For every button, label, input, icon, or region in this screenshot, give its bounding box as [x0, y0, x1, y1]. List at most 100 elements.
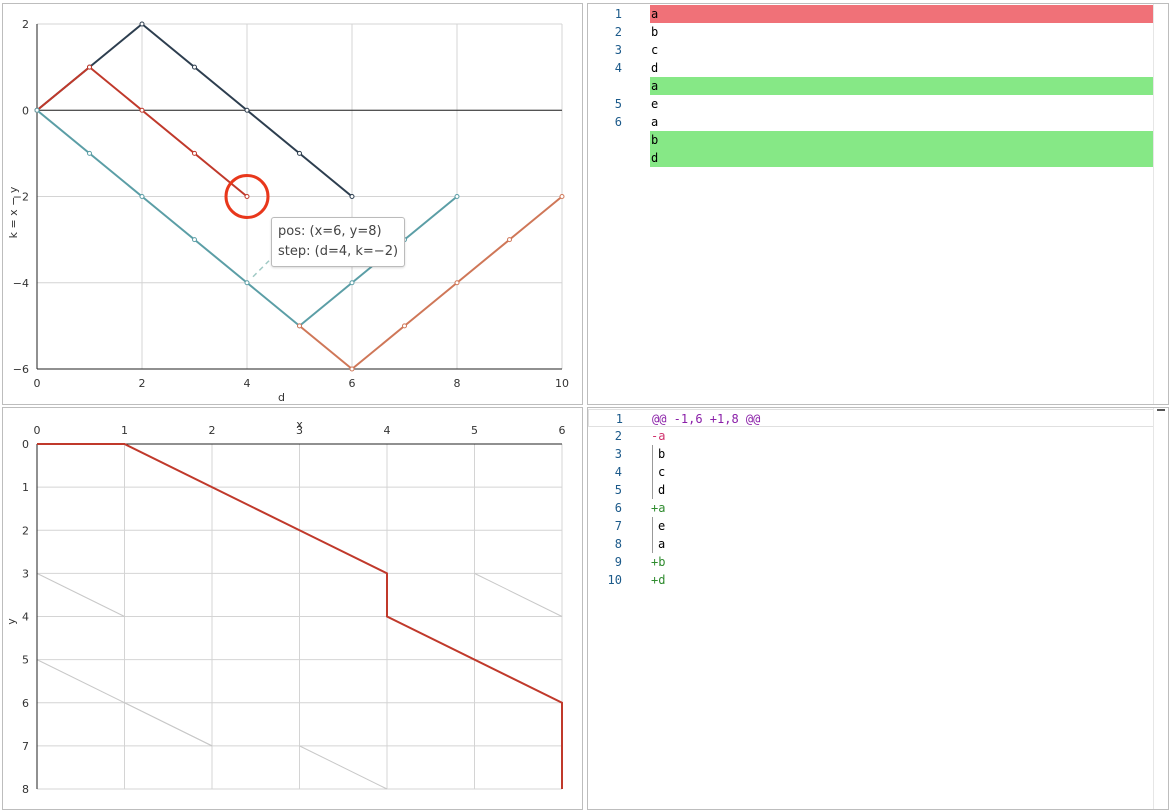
x-tick-label: 0 — [34, 377, 41, 390]
edit-graph-panel: 0 2 4 6 8 10 2 0 −2 −4 −6 d k = x − y pos: (x=6, y=8… — [2, 3, 583, 405]
data-point — [297, 323, 302, 329]
context-line-text: c — [658, 465, 666, 479]
context-indent-guide — [652, 463, 653, 481]
context-line-text: a — [658, 537, 666, 551]
unified-diff-view[interactable]: 1 @@ -1,6 +1,8 @@ 2 -a 3 b 4 c 5 d 6 +a 7 e 8 a 9 +b 10 +d — [588, 408, 1168, 809]
vertical-scrollbar[interactable] — [1153, 4, 1168, 404]
diff-line: 2 -a — [588, 427, 1154, 445]
inserted-line-text: a — [650, 77, 1154, 95]
diagonal-edge — [474, 572, 563, 617]
data-point — [139, 107, 145, 113]
x-tick-label: 2 — [209, 424, 216, 437]
line-number: 1 — [614, 7, 622, 21]
data-point — [192, 150, 197, 156]
hunk-header: @@ -1,6 +1,8 @@ — [652, 412, 761, 426]
line-number: 1 — [615, 412, 623, 426]
context-line-text: d — [658, 483, 666, 497]
y-tick-label: 2 — [22, 18, 29, 31]
context-indent-guide — [652, 481, 653, 499]
edit-graph-chart: 0 2 4 6 8 10 2 0 −2 −4 −6 d k = x − y — [7, 18, 569, 404]
data-point — [454, 194, 460, 199]
x-tick-label: 1 — [121, 424, 128, 437]
context-indent-guide — [652, 445, 653, 463]
line-number: 3 — [614, 447, 622, 461]
inserted-line-text: +b — [651, 555, 666, 569]
highlight-circle — [224, 174, 270, 219]
inserted-line-text: d — [650, 149, 1154, 167]
current-line: 1 @@ -1,6 +1,8 @@ — [588, 409, 1154, 427]
diagonal-edge — [299, 745, 388, 790]
x-tick-label: 3 — [296, 424, 303, 437]
diff-line: d — [588, 149, 1154, 167]
data-point — [559, 194, 565, 199]
edit-path-panel: 0 1 2 3 4 5 6 0 1 2 3 4 5 6 7 8 x y — [2, 407, 583, 810]
diff-line: 6 +a — [588, 499, 1154, 517]
y-tick-label: 3 — [22, 567, 29, 580]
line-number: 4 — [614, 465, 622, 479]
y-tick-label: 5 — [22, 654, 29, 667]
diagonal-edge — [124, 702, 213, 747]
line-text: a — [651, 115, 659, 129]
context-line-text: e — [658, 519, 666, 533]
y-tick-label: 4 — [22, 611, 29, 624]
inserted-line-text: b — [650, 131, 1154, 149]
x-tick-label: 6 — [559, 424, 566, 437]
data-point — [34, 107, 40, 113]
line-number: 8 — [614, 537, 622, 551]
diff-line: b — [588, 131, 1154, 149]
y-tick-label: 6 — [22, 697, 29, 710]
data-point — [244, 280, 250, 286]
tooltip-step: step: (d=4, k=−2) — [278, 244, 399, 259]
edit-path-chart: 0 1 2 3 4 5 6 0 1 2 3 4 5 6 7 8 x y — [5, 418, 566, 796]
y-tick-label: −2 — [13, 191, 29, 204]
x-tick-label: 4 — [244, 377, 251, 390]
line-number: 6 — [614, 115, 622, 129]
line-number: 2 — [614, 429, 622, 443]
context-line-text: b — [658, 447, 666, 461]
line-number: 4 — [614, 61, 622, 75]
unified-diff-panel[interactable]: 1 @@ -1,6 +1,8 @@ 2 -a 3 b 4 c 5 d 6 +a 7 e 8 a 9 +b 10 +d — [587, 407, 1169, 810]
x-tick-label: 6 — [349, 377, 356, 390]
data-point — [454, 280, 460, 286]
tooltip-connector — [252, 260, 270, 278]
x-axis-label: x — [296, 418, 303, 431]
data-point — [139, 194, 145, 199]
vertical-scrollbar[interactable] — [1153, 408, 1168, 809]
series-line — [298, 195, 563, 371]
diff-line: 9 +b — [588, 553, 1154, 571]
line-text: c — [651, 43, 659, 57]
context-indent-guide — [652, 535, 653, 553]
data-point — [244, 107, 250, 113]
y-axis-label: k = x − y — [7, 186, 20, 238]
data-point — [139, 21, 145, 27]
deleted-line-text: -a — [651, 429, 666, 443]
x-tick-label: 0 — [34, 424, 41, 437]
diff-line: a — [588, 77, 1154, 95]
x-tick-label: 8 — [454, 377, 461, 390]
y-tick-label: 7 — [22, 740, 29, 753]
data-point — [349, 194, 355, 199]
x-axis-label: d — [278, 391, 285, 404]
line-text: d — [651, 61, 659, 75]
line-text: b — [651, 25, 659, 39]
scrollbar-thumb[interactable] — [1157, 409, 1165, 411]
line-number: 9 — [614, 555, 622, 569]
data-point — [297, 150, 302, 156]
line-number: 10 — [607, 573, 622, 587]
line-number: 3 — [614, 43, 622, 57]
x-tick-label: 2 — [139, 377, 146, 390]
diff-line: 10 +d — [588, 571, 1154, 589]
inserted-line-text: +d — [651, 573, 666, 587]
y-tick-label: 8 — [22, 783, 29, 796]
deleted-line-text: a — [650, 5, 1154, 23]
